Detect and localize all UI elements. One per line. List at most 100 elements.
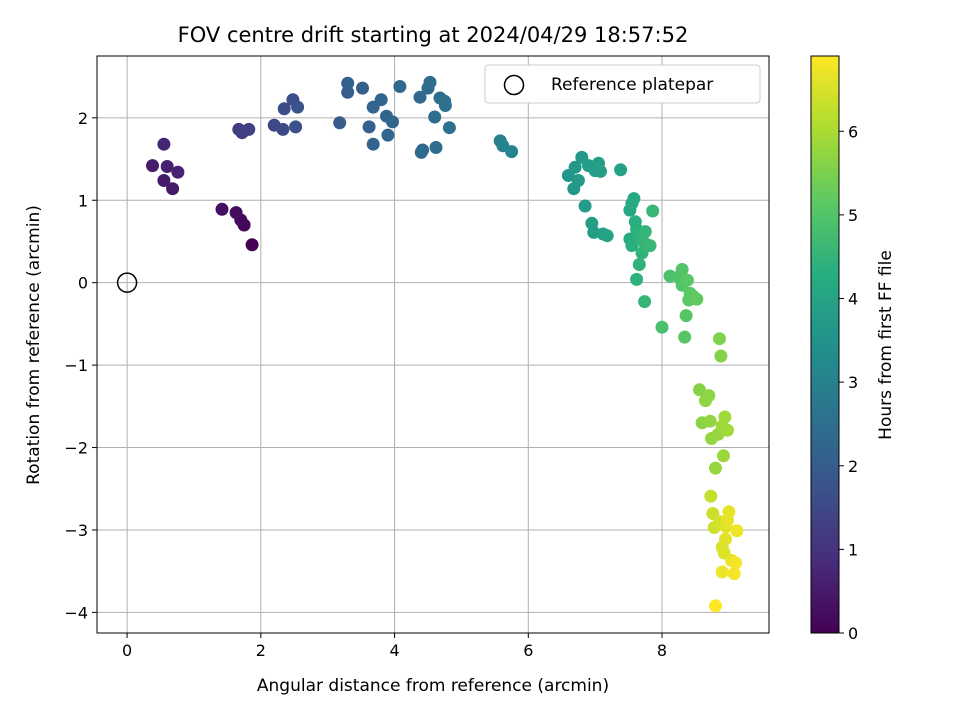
scatter-point <box>643 239 657 253</box>
colorbar-tick-label: 4 <box>848 290 858 309</box>
x-tick-label: 2 <box>256 641 266 660</box>
scatter-point <box>675 263 689 276</box>
scatter-point <box>381 128 395 142</box>
scatter-point <box>702 389 716 403</box>
scatter-point <box>423 75 437 89</box>
scatter-point <box>362 120 376 134</box>
scatter-point <box>690 292 704 306</box>
scatter-point <box>594 164 607 178</box>
scatter-point <box>171 165 185 179</box>
scatter-point <box>333 116 347 130</box>
x-tick-label: 6 <box>523 641 533 660</box>
scatter-point <box>718 410 732 424</box>
reference-platepar-marker <box>116 272 138 293</box>
scatter-point <box>356 81 369 95</box>
scatter-point <box>245 238 259 252</box>
colorbar-tick-label: 1 <box>848 540 858 559</box>
colorbar-ticks: 0 1 2 3 4 5 6 <box>839 122 858 643</box>
scatter-point <box>727 567 741 581</box>
scatter-point <box>721 423 734 437</box>
scatter-point <box>679 309 693 323</box>
scatter-point <box>505 145 519 159</box>
scatter-point <box>693 383 706 397</box>
scatter-point <box>413 90 427 104</box>
plot-area: 0 2 4 6 8 −4 −3 −2 −1 0 1 2 <box>64 55 770 660</box>
scatter-point <box>386 115 399 129</box>
y-tick-label: 1 <box>78 191 88 210</box>
legend-box <box>484 64 761 104</box>
scatter-point <box>578 199 592 213</box>
scatter-point <box>160 160 174 173</box>
scatter-point <box>341 76 355 90</box>
scatter-point <box>627 192 641 206</box>
y-tick-label: 0 <box>78 274 88 293</box>
legend: Reference platepar <box>484 64 761 104</box>
y-tick-label: −1 <box>64 356 88 375</box>
scatter-point <box>416 143 430 157</box>
scatter-point <box>600 229 614 243</box>
scatter-point <box>715 565 729 579</box>
scatter-point <box>625 239 639 253</box>
scatter-point <box>146 159 159 173</box>
scatter-point <box>709 599 722 613</box>
scatter-point <box>630 272 644 286</box>
y-axis-label: Rotation from reference (arcmin) <box>24 205 44 485</box>
x-tick-label: 8 <box>657 641 667 660</box>
scatter-point <box>614 163 628 177</box>
scatter-point <box>291 100 305 114</box>
x-axis-ticks: 0 2 4 6 8 <box>122 633 667 660</box>
colorbar-tick-label: 5 <box>848 206 858 225</box>
scatter-point <box>215 202 229 216</box>
grid-lines <box>97 56 769 633</box>
x-tick-label: 0 <box>122 641 132 660</box>
scatter-point <box>277 102 291 116</box>
plot-frame <box>96 55 770 634</box>
y-tick-label: 2 <box>78 109 88 128</box>
scatter-point <box>638 295 652 309</box>
scatter-point <box>276 122 290 136</box>
scatter-point <box>709 461 722 475</box>
scatter-point <box>341 85 355 99</box>
scatter-point <box>242 122 256 136</box>
scatter-point <box>157 174 171 187</box>
scatter-point <box>289 120 303 134</box>
scatter-point <box>655 320 669 334</box>
scatter-point <box>229 206 243 220</box>
y-axis-ticks: −4 −3 −2 −1 0 1 2 <box>64 109 97 622</box>
colorbar-frame <box>810 55 840 634</box>
colorbar-tick-label: 3 <box>848 373 858 392</box>
colorbar-tick-label: 0 <box>848 624 858 643</box>
x-axis-label: Angular distance from reference (arcmin) <box>257 676 609 696</box>
scatter-point <box>157 137 171 151</box>
scatter-point <box>442 121 456 135</box>
y-tick-label: −4 <box>64 603 88 622</box>
scatter-point <box>166 182 180 196</box>
scatter-point <box>438 99 452 112</box>
scatter-point <box>713 332 726 346</box>
y-tick-label: −2 <box>64 439 88 458</box>
scatter-point <box>729 556 743 570</box>
colorbar-tick-label: 6 <box>848 122 858 141</box>
scatter-point <box>730 524 744 538</box>
scatter-point <box>638 225 652 239</box>
scatter-point <box>646 204 660 218</box>
scatter-point <box>680 273 694 287</box>
scatter-point <box>571 174 585 187</box>
scatter-point <box>722 505 736 519</box>
scatter-points <box>146 75 744 613</box>
colorbar: 0 1 2 3 4 5 6 Hours from first FF file <box>810 55 896 643</box>
scatter-point <box>717 449 730 463</box>
scatter-point <box>719 532 732 546</box>
scatter-point <box>568 160 582 174</box>
scatter-point <box>429 141 443 154</box>
scatter-point <box>714 349 728 363</box>
scatter-point <box>632 258 646 271</box>
colorbar-tick-label: 2 <box>848 457 858 476</box>
y-tick-label: −3 <box>64 521 88 540</box>
scatter-point <box>678 330 692 344</box>
colorbar-label: Hours from first FF file <box>876 250 896 440</box>
scatter-point <box>703 414 717 428</box>
scatter-point <box>393 80 407 93</box>
legend-label-reference: Reference platepar <box>551 75 713 95</box>
